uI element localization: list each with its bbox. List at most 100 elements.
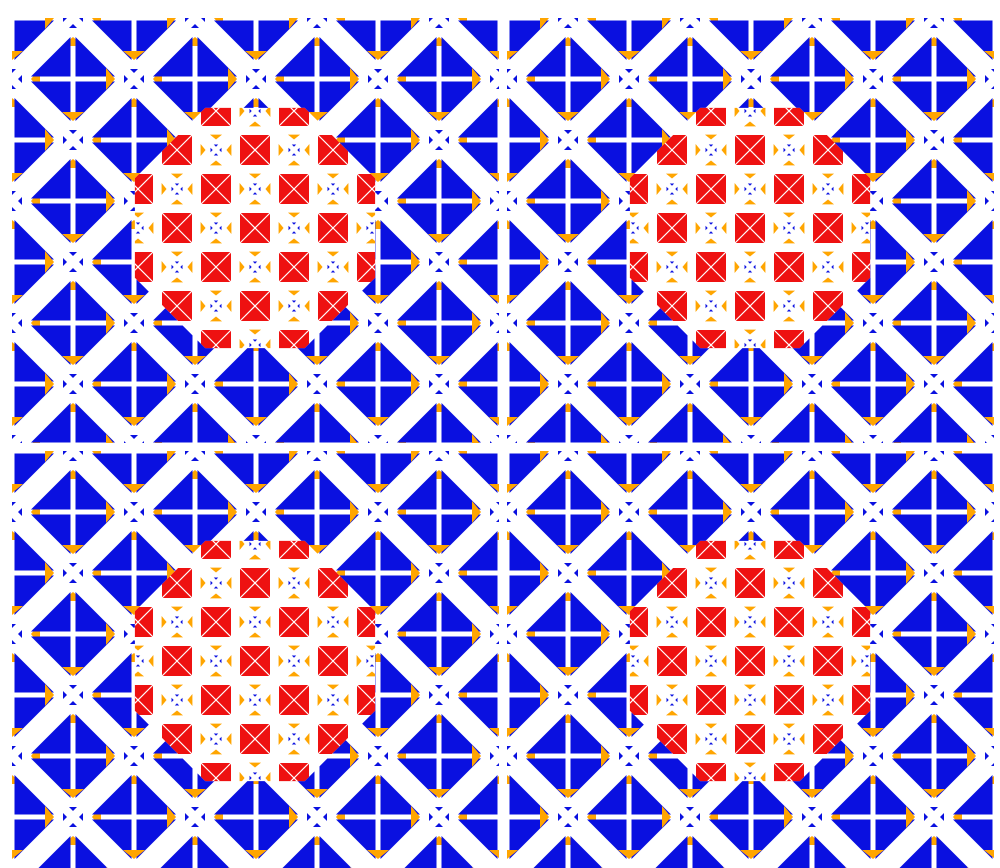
orange-triangle-ring — [366, 82, 378, 87]
orange-triangle-ring — [278, 299, 284, 313]
blue-arrow-square — [374, 624, 382, 628]
blue-arrow-square — [174, 703, 180, 706]
red-square-medallion — [656, 134, 688, 166]
blue-arrow-square — [133, 304, 135, 308]
blue-arrow-square — [714, 303, 717, 309]
orange-triangle-ring — [318, 27, 323, 39]
red-square-medallion — [773, 251, 805, 283]
blue-arrow-square — [802, 451, 806, 455]
orange-triangle-ring — [109, 183, 114, 195]
orange-triangle-ring — [861, 82, 873, 87]
blue-arrow-square — [759, 441, 761, 443]
orange-triangle-ring — [289, 18, 298, 29]
blue-diamond-star — [0, 820, 10, 860]
orange-triangle-ring — [367, 484, 389, 493]
blue-arrow-square — [592, 114, 596, 116]
orange-triangle-ring — [838, 107, 844, 118]
orange-triangle-ring — [304, 299, 310, 313]
blue-arrow-square — [879, 508, 883, 516]
orange-triangle-ring — [326, 606, 340, 612]
orange-triangle-ring — [656, 615, 662, 629]
blue-arrow-square — [786, 231, 792, 234]
orange-triangle-ring — [396, 183, 401, 195]
blue-arrow-square — [930, 807, 938, 811]
blue-diamond-star — [136, 98, 176, 138]
orange-triangle-ring — [851, 732, 857, 746]
orange-triangle-ring — [549, 238, 561, 243]
orange-triangle-ring — [210, 827, 222, 832]
orange-triangle-ring — [939, 135, 951, 140]
orange-triangle-ring — [343, 260, 349, 274]
blue-arrow-square — [550, 148, 552, 152]
orange-triangle-ring — [734, 107, 740, 118]
orange-triangle-ring — [170, 277, 184, 283]
blue-arrow-square — [558, 581, 560, 585]
orange-triangle-ring — [967, 745, 976, 767]
red-square-medallion — [201, 763, 231, 782]
blue-diamond-star — [509, 98, 549, 138]
blue-diamond-star — [380, 386, 420, 426]
orange-triangle-ring — [588, 476, 600, 481]
orange-triangle-ring — [665, 251, 679, 257]
red-square-medallion — [134, 173, 154, 205]
blue-arrow-square — [744, 108, 747, 114]
blue-arrow-square — [330, 114, 336, 117]
blue-arrow-square — [865, 500, 869, 502]
blue-arrow-square — [330, 616, 336, 619]
orange-triangle-ring — [489, 606, 499, 615]
blue-arrow-square — [63, 18, 67, 22]
blue-arrow-square — [808, 24, 816, 28]
orange-triangle-ring — [862, 728, 884, 737]
orange-triangle-ring — [656, 260, 662, 274]
blue-arrow-square — [368, 752, 372, 760]
blue-arrow-square — [2, 630, 6, 638]
orange-triangle-ring — [148, 732, 154, 746]
blue-arrow-square — [686, 8, 694, 12]
orange-triangle-ring — [822, 355, 834, 360]
orange-triangle-ring — [862, 484, 884, 493]
blue-diamond-star — [526, 159, 566, 199]
orange-triangle-ring — [643, 499, 648, 511]
blue-diamond-star — [814, 81, 854, 121]
orange-triangle-ring — [666, 788, 678, 793]
orange-triangle-ring — [93, 554, 105, 559]
orange-triangle-ring — [187, 182, 193, 196]
blue-arrow-square — [753, 619, 756, 625]
red-square-medallion — [773, 684, 805, 716]
blue-arrow-square — [667, 464, 669, 468]
orange-triangle-ring — [161, 615, 167, 629]
blue-arrow-square — [429, 380, 433, 388]
blue-arrow-square — [409, 539, 413, 541]
blue-arrow-square — [744, 264, 747, 270]
blue-arrow-square — [375, 737, 377, 741]
red-square-medallion — [629, 607, 648, 637]
red-square-medallion — [851, 606, 871, 638]
blue-arrow-square — [564, 268, 572, 272]
blue-diamond-star — [831, 531, 871, 571]
orange-triangle-ring — [239, 260, 245, 274]
blue-diamond-star — [692, 403, 732, 443]
orange-triangle-ring — [265, 540, 271, 551]
blue-arrow-square — [747, 270, 753, 273]
blue-diamond-star — [275, 37, 315, 77]
blue-diamond-star — [214, 20, 254, 60]
orange-triangle-ring — [265, 417, 270, 429]
blue-arrow-square — [375, 148, 377, 152]
blue-arrow-square — [384, 752, 388, 760]
blue-diamond-star — [14, 342, 54, 382]
orange-triangle-ring — [916, 27, 921, 39]
blue-arrow-square — [592, 781, 596, 783]
blue-arrow-square — [79, 813, 83, 821]
orange-triangle-ring — [161, 338, 167, 349]
orange-triangle-ring — [743, 277, 757, 283]
blue-arrow-square — [435, 823, 443, 827]
orange-triangle-ring — [618, 417, 640, 426]
orange-triangle-ring — [900, 607, 912, 612]
blue-arrow-square — [445, 258, 449, 266]
blue-diamond-star — [458, 20, 498, 60]
blue-arrow-square — [291, 153, 297, 156]
orange-triangle-ring — [245, 850, 267, 859]
blue-arrow-square — [744, 541, 747, 547]
blue-arrow-square — [747, 339, 753, 342]
blue-arrow-square — [513, 508, 517, 516]
